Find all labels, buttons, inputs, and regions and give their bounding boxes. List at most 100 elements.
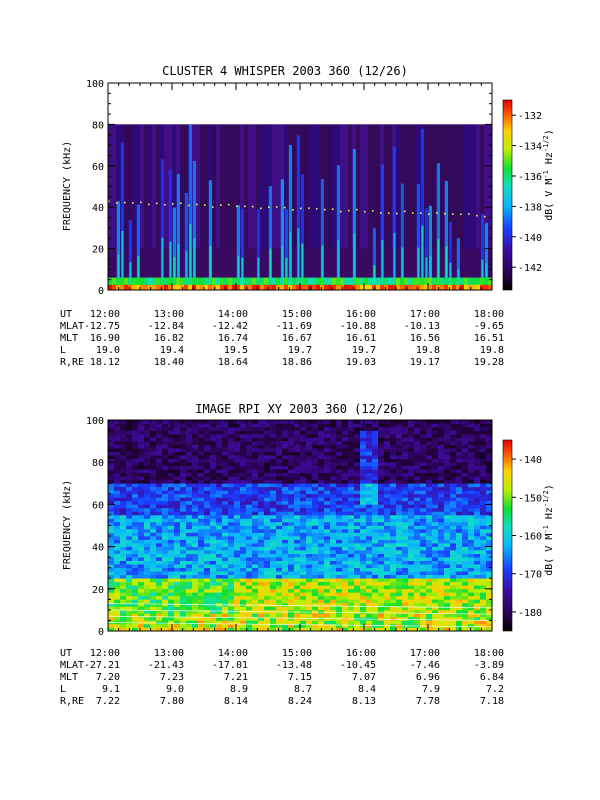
spectrogram-cell <box>222 529 229 533</box>
spectrogram-cell <box>222 465 229 470</box>
spectrogram-cell <box>156 521 163 526</box>
spectrogram-cell <box>396 451 403 456</box>
spectrogram-cell <box>258 581 265 586</box>
spectrogram-cell <box>210 521 217 526</box>
spectrogram-cell <box>114 514 121 519</box>
spectrogram-cell <box>192 564 199 568</box>
spectrogram-cell <box>414 483 421 488</box>
emission-burst-core <box>173 257 176 290</box>
spectrogram-cell <box>348 462 355 467</box>
spectrogram-cell <box>468 497 475 502</box>
spectrogram-cell <box>162 567 169 572</box>
spectrogram-cell <box>360 536 367 540</box>
spectrogram-cell <box>414 613 421 618</box>
low-frequency-core <box>344 284 349 290</box>
spectrogram-cell <box>468 458 475 463</box>
spectrogram-cell <box>138 609 145 614</box>
spectrogram-cell <box>198 514 205 519</box>
spectrogram-cell <box>222 507 229 512</box>
spectrogram-cell <box>456 606 463 611</box>
spectrogram-cell <box>252 599 259 604</box>
spectrogram-cell <box>480 588 487 593</box>
spectrogram-cell <box>204 613 211 618</box>
spectrogram-column <box>116 124 121 249</box>
spectrogram-cell <box>312 578 319 583</box>
spectrogram-cell <box>408 448 415 452</box>
spectrogram-cell <box>234 620 241 625</box>
spectrogram-cell <box>330 458 337 463</box>
spectrogram-cell <box>420 620 427 625</box>
spectrogram-cell <box>336 564 343 568</box>
colorbar-tick-label: -140 <box>518 233 542 244</box>
spectrogram-cell <box>330 504 337 509</box>
plasma-line-dot <box>476 214 478 217</box>
low-frequency-band <box>292 277 297 290</box>
spectrogram-cell <box>360 448 367 452</box>
spectrogram-cell <box>300 465 307 470</box>
spectrogram-cell <box>486 536 493 540</box>
spectrogram-cell <box>150 623 157 628</box>
spectrogram-cell <box>204 462 211 467</box>
harmonic-line <box>107 603 493 609</box>
spectrogram-cell <box>456 420 463 424</box>
spectrogram-cell <box>156 469 163 474</box>
spectrogram-cell <box>264 444 271 449</box>
spectrogram-cell <box>408 507 415 512</box>
spectrogram-cell <box>480 462 487 467</box>
spectrogram-cell <box>390 420 397 424</box>
spectrogram-cell <box>282 465 289 470</box>
spectrogram-cell <box>180 623 187 628</box>
spectrogram-cell <box>300 444 307 449</box>
ephemeris-value: 16.67 <box>282 333 312 344</box>
spectrogram-cell <box>198 620 205 625</box>
spectrogram-cell <box>276 546 283 551</box>
spectrogram-cell <box>384 483 391 488</box>
ephemeris-row-label: L <box>60 345 66 356</box>
spectrogram-cell <box>342 500 349 505</box>
spectrogram-cell <box>240 486 247 491</box>
spectrogram-cell <box>318 514 325 519</box>
spectrogram-cell <box>204 574 211 579</box>
spectrogram-cell <box>198 553 205 558</box>
spectrogram-cell <box>306 560 313 565</box>
spectrogram-cell <box>156 578 163 583</box>
spectrogram-cell <box>432 497 439 502</box>
spectrogram-cell <box>150 511 157 516</box>
spectrogram-cell <box>204 599 211 604</box>
spectrogram-cell <box>366 536 373 540</box>
spectrogram-cell <box>366 479 373 484</box>
spectrogram-cell <box>228 458 235 463</box>
spectrogram-cell <box>246 420 253 424</box>
spectrogram-cell <box>420 532 427 537</box>
spectrogram-cell <box>480 420 487 424</box>
spectrogram-cell <box>168 581 175 586</box>
spectrogram-cell <box>120 507 127 512</box>
spectrogram-cell <box>258 602 265 607</box>
spectrogram-cell <box>294 560 301 565</box>
low-frequency-band <box>192 277 197 290</box>
spectrogram-cell <box>408 557 415 561</box>
spectrogram-cell <box>432 592 439 597</box>
spectrogram-cell <box>276 588 283 593</box>
spectrogram-cell <box>168 437 175 442</box>
spectrogram-cell <box>342 504 349 509</box>
spectrogram-cell <box>300 504 307 509</box>
spectrogram-cell <box>348 529 355 533</box>
spectrogram-cell <box>450 543 457 547</box>
spectrogram-cell <box>108 521 115 526</box>
spectrogram-cell <box>234 469 241 474</box>
spectrogram-cell <box>450 550 457 554</box>
spectrogram-cell <box>252 423 259 428</box>
spectrogram-cell <box>384 423 391 428</box>
spectrogram-cell <box>366 532 373 537</box>
spectrogram-cell <box>390 543 397 547</box>
spectrogram-cell <box>126 602 133 607</box>
spectrogram-cell <box>480 578 487 583</box>
spectrogram-cell <box>330 430 337 435</box>
low-frequency-core <box>140 284 145 290</box>
panel1-x-axis <box>107 83 493 290</box>
spectrogram-column <box>232 124 237 249</box>
spectrogram-cell <box>270 462 277 467</box>
spectrogram-cell <box>438 602 445 607</box>
spectrogram-cell <box>180 504 187 509</box>
